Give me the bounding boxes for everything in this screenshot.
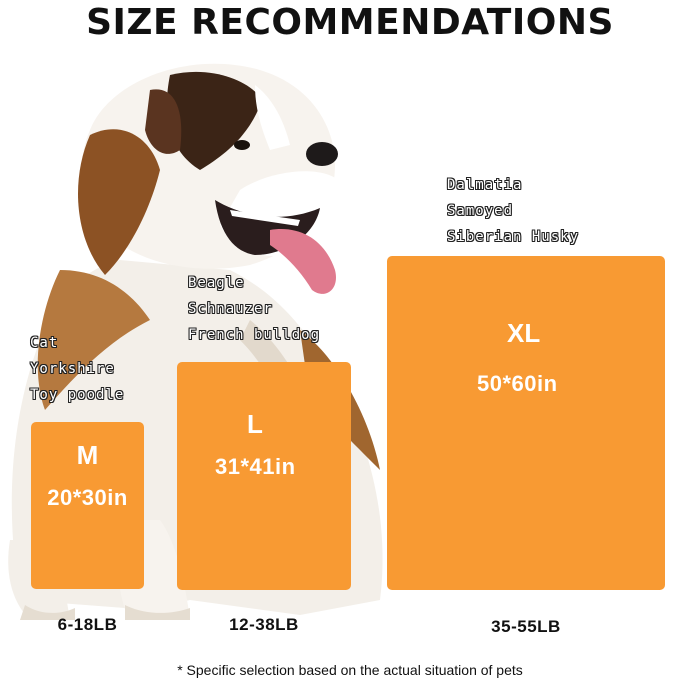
breed-label: Toy poodle bbox=[30, 387, 125, 403]
breed-label: French bulldog bbox=[188, 327, 321, 343]
size-dimensions: 20*30in bbox=[47, 485, 128, 510]
breed-label: Schnauzer bbox=[188, 301, 273, 317]
breed-list-m: Cat Yorkshire Toy poodle bbox=[30, 330, 124, 408]
weight-range-l: 12-38LB bbox=[229, 615, 299, 634]
breed-label: Dalmatia bbox=[447, 177, 523, 193]
size-dimensions: 50*60in bbox=[477, 371, 558, 396]
breed-list-xl: Dalmatia Samoyed Siberian Husky bbox=[447, 172, 579, 250]
size-label: L bbox=[247, 409, 263, 439]
footnote: * Specific selection based on the actual… bbox=[177, 662, 523, 678]
size-card-xl: XL 50*60in bbox=[387, 256, 665, 590]
breed-label: Cat bbox=[30, 335, 59, 351]
page-title: SIZE RECOMMENDATIONS bbox=[86, 2, 614, 43]
breed-list-l: Beagle Schnauzer French bulldog bbox=[188, 270, 320, 348]
weight-range-m: 6-18LB bbox=[57, 615, 118, 634]
breed-label: Yorkshire bbox=[30, 361, 115, 377]
weight-range-xl: 35-55LB bbox=[491, 617, 561, 636]
size-label: XL bbox=[507, 318, 541, 348]
breed-label: Siberian Husky bbox=[447, 229, 580, 245]
size-card-l: L 31*41in bbox=[177, 362, 351, 590]
size-card-m: M 20*30in bbox=[31, 422, 144, 589]
breed-label: Beagle bbox=[188, 275, 245, 291]
breed-label: Samoyed bbox=[447, 203, 514, 219]
size-label: M bbox=[76, 440, 99, 470]
size-dimensions: 31*41in bbox=[215, 454, 296, 479]
